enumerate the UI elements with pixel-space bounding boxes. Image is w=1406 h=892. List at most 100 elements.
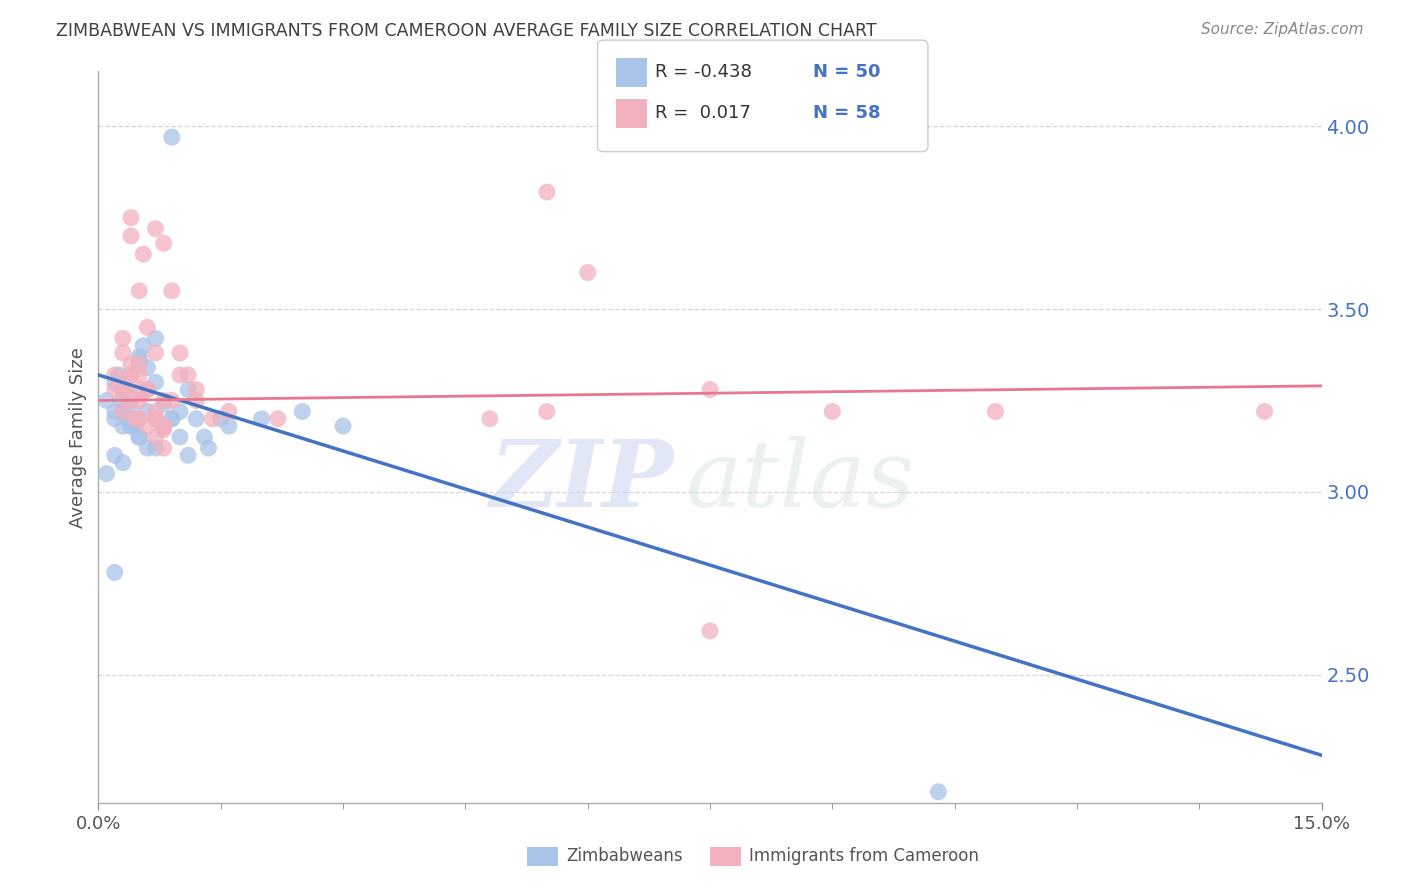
Point [152, 441, 174, 455]
Point [145, 430, 167, 444]
Point [128, 430, 150, 444]
Point [111, 346, 134, 360]
Text: ZIP: ZIP [489, 436, 673, 526]
Point [136, 383, 159, 397]
Point [177, 383, 200, 397]
Point [201, 411, 224, 425]
Y-axis label: Average Family Size: Average Family Size [69, 347, 87, 527]
Text: R = -0.438: R = -0.438 [655, 63, 752, 81]
Point [821, 404, 844, 418]
Text: N = 58: N = 58 [813, 104, 880, 122]
Point [197, 441, 219, 455]
Point [152, 236, 174, 251]
Point [145, 411, 167, 425]
Point [169, 430, 191, 444]
Point [193, 430, 215, 444]
Point [152, 419, 174, 434]
Point [128, 393, 150, 408]
Point [145, 375, 167, 389]
Point [128, 411, 150, 425]
Point [104, 566, 127, 580]
Text: N = 50: N = 50 [813, 63, 880, 81]
Point [111, 404, 134, 418]
Point [177, 448, 200, 462]
Point [128, 353, 150, 368]
Point [218, 404, 240, 418]
Point [136, 320, 159, 334]
Text: ZIMBABWEAN VS IMMIGRANTS FROM CAMEROON AVERAGE FAMILY SIZE CORRELATION CHART: ZIMBABWEAN VS IMMIGRANTS FROM CAMEROON A… [56, 22, 877, 40]
Point [128, 430, 150, 444]
Point [120, 404, 142, 418]
Point [160, 130, 183, 145]
Point [128, 284, 150, 298]
Point [136, 383, 159, 397]
Point [120, 419, 142, 434]
Point [177, 368, 200, 382]
Point [111, 383, 134, 397]
Point [984, 404, 1007, 418]
Point [152, 419, 174, 434]
Point [111, 383, 134, 397]
Point [136, 360, 159, 375]
Point [699, 383, 721, 397]
Point [111, 383, 134, 397]
Point [128, 383, 150, 397]
Point [1253, 404, 1275, 418]
Point [108, 368, 131, 382]
Point [104, 368, 127, 382]
Point [111, 404, 134, 418]
Point [169, 346, 191, 360]
Point [120, 368, 142, 382]
Point [104, 404, 127, 418]
Point [120, 228, 142, 243]
Point [128, 357, 150, 371]
Text: Source: ZipAtlas.com: Source: ZipAtlas.com [1201, 22, 1364, 37]
Point [186, 393, 208, 408]
Point [120, 211, 142, 225]
Point [152, 397, 174, 411]
Point [699, 624, 721, 638]
Point [120, 390, 142, 404]
Point [111, 456, 134, 470]
Point [96, 393, 118, 408]
Point [152, 419, 174, 434]
Point [186, 383, 208, 397]
Point [111, 331, 134, 345]
Point [209, 411, 232, 425]
Point [132, 339, 155, 353]
Point [111, 383, 134, 397]
Point [136, 419, 159, 434]
Point [128, 368, 150, 382]
Point [104, 383, 127, 397]
Point [160, 411, 183, 425]
Point [145, 331, 167, 345]
Point [267, 411, 290, 425]
Point [160, 411, 183, 425]
Point [120, 368, 142, 382]
Point [250, 411, 273, 425]
Point [152, 393, 174, 408]
Point [186, 411, 208, 425]
Point [291, 404, 314, 418]
Point [160, 393, 183, 408]
Point [536, 404, 558, 418]
Text: Immigrants from Cameroon: Immigrants from Cameroon [749, 847, 979, 865]
Point [128, 350, 150, 364]
Point [115, 411, 138, 425]
Point [96, 467, 118, 481]
Point [152, 423, 174, 437]
Point [218, 419, 240, 434]
Point [478, 411, 501, 425]
Point [124, 419, 146, 434]
Point [111, 383, 134, 397]
Point [145, 404, 167, 418]
Point [104, 448, 127, 462]
Text: atlas: atlas [686, 436, 915, 526]
Point [111, 419, 134, 434]
Text: R =  0.017: R = 0.017 [655, 104, 751, 122]
Point [927, 785, 949, 799]
Text: Zimbabweans: Zimbabweans [567, 847, 683, 865]
Point [120, 393, 142, 408]
Point [111, 393, 134, 408]
Point [576, 266, 599, 280]
